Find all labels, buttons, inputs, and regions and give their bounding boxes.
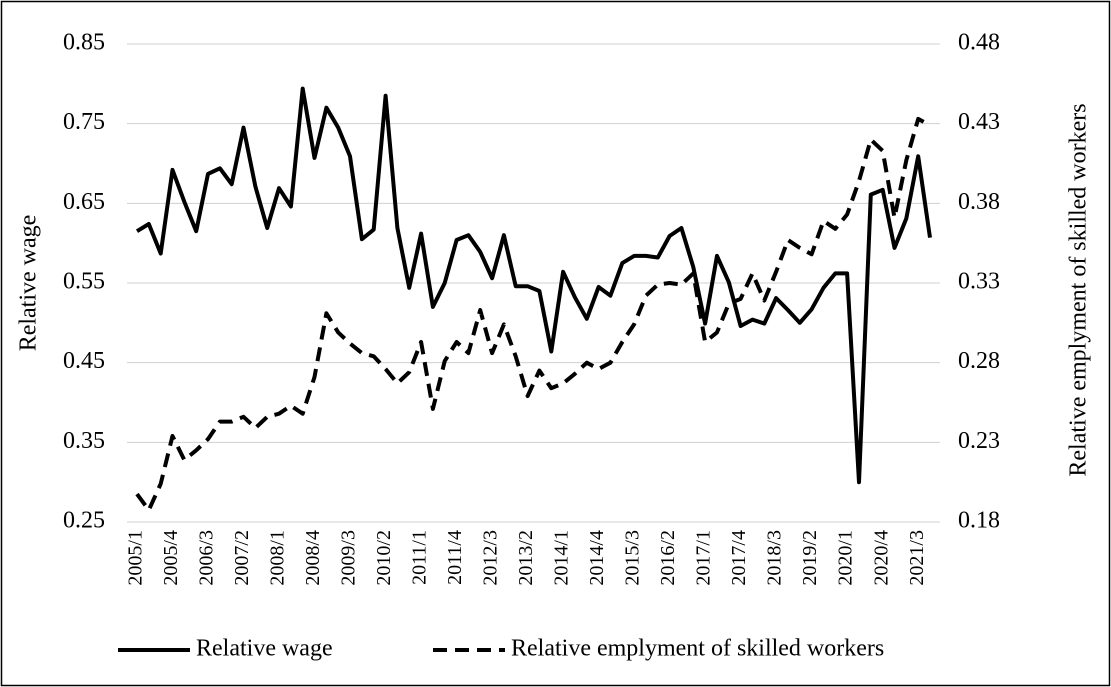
x-tick-label: 2014/4 <box>586 530 608 586</box>
y-axis-label: Relative wage <box>16 215 42 352</box>
x-tick-label: 2011/4 <box>444 530 466 585</box>
y-tick-label: 0.35 <box>63 428 105 454</box>
x-tick-label: 2005/1 <box>125 530 147 586</box>
x-tick-label: 2017/1 <box>693 530 715 586</box>
y-tick-label: 0.25 <box>63 508 105 534</box>
x-tick-label: 2009/3 <box>338 530 360 586</box>
x-tick-label: 2012/3 <box>480 530 502 586</box>
y2-tick-label: 0.43 <box>958 109 1000 135</box>
x-tick-label: 2019/2 <box>799 530 821 586</box>
y2-tick-label: 0.48 <box>958 30 1000 56</box>
y2-tick-label: 0.23 <box>958 428 1000 454</box>
y2-tick-label: 0.33 <box>958 269 1000 295</box>
legend-label: Relative wage <box>196 636 333 662</box>
x-tick-label: 2014/1 <box>551 530 573 586</box>
x-tick-label: 2015/3 <box>622 530 644 586</box>
x-tick-label: 2005/4 <box>160 530 182 586</box>
x-tick-label: 2021/3 <box>906 530 928 586</box>
x-tick-label: 2011/1 <box>409 530 431 585</box>
x-tick-label: 2018/3 <box>764 530 786 586</box>
y2-tick-label: 0.38 <box>958 189 1000 215</box>
x-tick-label: 2017/4 <box>728 530 750 586</box>
y-tick-label: 0.45 <box>63 348 105 374</box>
y2-axis-label: Relative emplyment of skilled workers <box>1066 103 1092 476</box>
y-tick-label: 0.75 <box>63 109 105 135</box>
x-tick-label: 2013/2 <box>515 530 537 586</box>
series-line <box>135 116 931 513</box>
y2-tick-label: 0.18 <box>958 508 1000 534</box>
legend-label: Relative emplyment of skilled workers <box>511 636 884 662</box>
y-tick-label: 0.65 <box>63 189 105 215</box>
series-line <box>135 86 932 485</box>
x-tick-label: 2010/2 <box>373 530 395 586</box>
x-tick-label: 2007/2 <box>231 530 253 586</box>
x-tick-label: 2020/4 <box>870 530 892 586</box>
x-tick-label: 2016/2 <box>657 530 679 586</box>
y-tick-label: 0.85 <box>63 30 105 56</box>
y-tick-label: 0.55 <box>63 269 105 295</box>
x-tick-label: 2020/1 <box>835 530 857 586</box>
x-tick-label: 2008/4 <box>302 530 324 586</box>
x-tick-label: 2006/3 <box>196 530 218 586</box>
y2-tick-label: 0.28 <box>958 348 1000 374</box>
x-tick-label: 2008/1 <box>267 530 289 586</box>
